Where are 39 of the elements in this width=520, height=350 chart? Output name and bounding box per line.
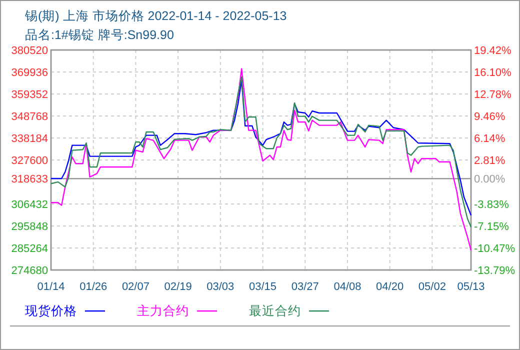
legend-label: 现货价格 — [25, 304, 77, 318]
legend-label: 主力合约 — [137, 303, 189, 318]
y-tick-label: 318633 — [11, 174, 48, 186]
x-tick-label: 03/03 — [206, 281, 234, 293]
x-tick-label: 01/26 — [80, 281, 108, 293]
x-tick-label: 05/13 — [457, 281, 485, 293]
x-tick-label: 05/02 — [418, 281, 446, 293]
y2-tick-label: -13.79% — [474, 265, 516, 277]
x-tick-label: 04/08 — [334, 281, 362, 293]
y-tick-label: 306432 — [11, 199, 48, 211]
chart-title: 锡(期) 上海 市场价格 2022-01-14 - 2022-05-13 — [24, 9, 287, 23]
x-tick-label: 04/20 — [376, 281, 404, 293]
y-tick-label: 285264 — [11, 243, 48, 255]
x-tick-label: 02/19 — [164, 281, 192, 293]
x-tick-label: 03/15 — [249, 281, 277, 293]
y-tick-label: 327600 — [11, 155, 48, 167]
y2-tick-label: 2.81% — [474, 155, 506, 168]
x-tick-label: 03/27 — [291, 281, 319, 293]
y2-tick-label: 16.10% — [474, 66, 512, 79]
line-series — [50, 68, 472, 251]
y2-tick-label: 12.78% — [474, 88, 512, 101]
y-tick-label: 369936 — [11, 67, 48, 79]
y2-tick-label: -3.83% — [474, 199, 510, 212]
y-tick-label: 295848 — [11, 221, 48, 233]
y-tick-label: 338184 — [11, 133, 48, 145]
y2-tick-label: -10.47% — [474, 243, 516, 256]
y-tick-label: 348768 — [11, 111, 48, 123]
y2-tick-label: 9.46% — [474, 110, 506, 123]
x-tick-label: 02/07 — [122, 281, 150, 293]
y2-tick-label: 6.14% — [474, 132, 506, 145]
y2-tick-label: -7.15% — [474, 221, 510, 234]
chart-subtitle: 品名:1#锡锭 牌号:Sn99.90 — [25, 28, 174, 42]
y-tick-label: 274680 — [11, 265, 48, 277]
x-tick-label: 01/14 — [37, 281, 65, 293]
y2-tick-label: 0.00% — [474, 174, 506, 186]
legend-label: 最近合约 — [249, 304, 301, 318]
y-tick-label: 380520 — [11, 45, 48, 57]
y2-tick-label: 19.42% — [474, 45, 512, 57]
y-tick-label: 359352 — [11, 89, 48, 101]
